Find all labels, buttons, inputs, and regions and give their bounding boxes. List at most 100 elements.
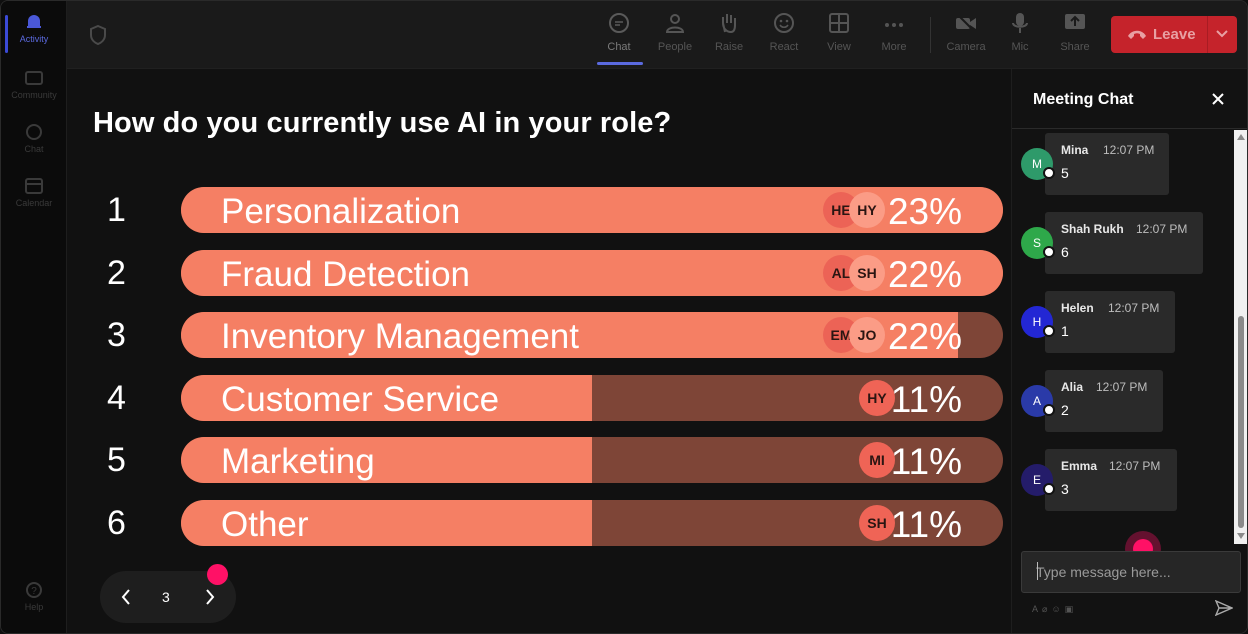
toolbar-mic-button[interactable]: Mic [996, 11, 1044, 53]
voter-avatar: HY [859, 379, 895, 416]
chat-scrollbar[interactable] [1234, 130, 1247, 544]
option-bar: Customer Service HY 11% [181, 374, 1003, 421]
toolbar-label: React [769, 41, 799, 53]
sender-name: Mina [1061, 143, 1089, 157]
send-icon[interactable] [1215, 600, 1233, 616]
message-text: 2 [1061, 402, 1069, 418]
chat-icon [609, 13, 629, 33]
camera-off-icon [956, 13, 976, 33]
chat-message: Mina 12:07 PM 5 M [1012, 133, 1232, 197]
bell-icon [27, 15, 41, 28]
message-text: 5 [1061, 165, 1069, 181]
poll-option-row: 5 Marketing MI 11% [67, 437, 1011, 483]
option-bar-fill [181, 374, 592, 421]
presence-status-icon [1043, 404, 1055, 416]
message-bubble: Shah Rukh 12:07 PM 6 [1045, 212, 1203, 274]
chat-message: Alia 12:07 PM 2 A [1012, 370, 1232, 434]
pointer-dot [207, 564, 228, 585]
chat-message: Helen 12:07 PM 1 H [1012, 291, 1232, 355]
emoji-icon[interactable]: ☺ [1051, 604, 1065, 614]
option-label: Marketing [221, 442, 375, 481]
voter-avatar: MI [859, 442, 895, 478]
rail-label: Community [11, 90, 57, 100]
sender-name: Alia [1061, 380, 1084, 394]
hand-icon [722, 14, 736, 34]
help-icon: ? [26, 582, 42, 598]
option-percent: 11% [890, 503, 962, 545]
chat-formatting-tools[interactable]: A⌀☺▣ [1032, 604, 1077, 615]
message-time: 12:07 PM [1109, 459, 1161, 473]
toolbar-label: Raise [714, 41, 744, 53]
option-percent: 11% [890, 378, 962, 420]
shield-icon[interactable] [89, 25, 107, 45]
leave-label: Leave [1153, 26, 1196, 43]
chat-header: Meeting Chat [1012, 69, 1247, 129]
option-bar: Fraud Detection AL SH 22% [181, 249, 1003, 296]
poll-option-row: 4 Customer Service HY 11% [67, 374, 1011, 421]
toolbar-view-button[interactable]: View [815, 11, 863, 53]
attach-icon[interactable]: ⌀ [1042, 604, 1052, 614]
app-rail: Activity Community Chat Calendar ? Help [1, 1, 67, 633]
presence-status-icon [1043, 483, 1055, 495]
people-icon [665, 14, 685, 33]
poll-question: How do you currently use AI in your role… [93, 107, 672, 139]
presence-status-icon [1043, 246, 1055, 258]
rail-item-chat[interactable]: Chat [1, 123, 67, 154]
sender-name: Emma [1061, 459, 1098, 473]
option-bar: Marketing MI 11% [181, 437, 1003, 483]
toolbar-camera-button[interactable]: Camera [942, 11, 990, 53]
option-label: Other [221, 504, 309, 544]
share-icon [1065, 14, 1085, 29]
close-icon[interactable] [1211, 92, 1225, 106]
community-icon [25, 71, 43, 85]
toolbar-people-button[interactable]: People [651, 11, 699, 53]
toolbar-more-button[interactable]: More [870, 11, 918, 53]
poll-option-row: 2 Fraud Detection AL SH 22% [67, 249, 1011, 296]
poll-option-row: 6 Other SH 11% [67, 499, 1011, 546]
toolbar-chat-button[interactable]: Chat [595, 11, 643, 65]
voter-avatar: SH [849, 254, 885, 291]
toolbar-raise-button[interactable]: Raise [705, 11, 753, 53]
message-text: 6 [1061, 244, 1069, 260]
presence-status-icon [1043, 325, 1055, 337]
chat-message-input[interactable] [1021, 551, 1241, 593]
rail-label: Activity [19, 34, 49, 44]
toolbar-label: View [827, 41, 851, 53]
option-percent: 23% [887, 191, 962, 232]
message-time: 12:07 PM [1103, 143, 1155, 157]
meeting-toolbar: Chat People Raise React View More Camera [67, 1, 1247, 69]
rail-item-help[interactable]: ? Help [1, 581, 67, 612]
option-bar-fill [181, 499, 592, 546]
option-bar: Inventory Management EM JO 22% [181, 312, 1003, 358]
scroll-down-arrow-icon[interactable] [1237, 533, 1245, 539]
gif-icon[interactable]: ▣ [1064, 604, 1078, 614]
voter-avatar: JO [849, 317, 885, 353]
option-label: Customer Service [221, 379, 500, 419]
option-percent: 22% [887, 253, 962, 295]
option-label: Personalization [221, 192, 461, 231]
message-bubble: Alia 12:07 PM 2 [1045, 370, 1163, 432]
toolbar-react-button[interactable]: React [760, 11, 808, 53]
format-icon[interactable]: A [1032, 604, 1043, 614]
text-caret [1037, 562, 1038, 580]
rail-item-community[interactable]: Community [1, 69, 67, 100]
message-bubble: Helen 12:07 PM 1 [1045, 291, 1175, 353]
toolbar-label: More [881, 41, 907, 53]
leave-button[interactable]: Leave [1111, 16, 1237, 53]
scrollbar-thumb[interactable] [1238, 316, 1244, 528]
sender-name: Helen [1061, 301, 1094, 315]
option-rank: 5 [107, 441, 126, 479]
toolbar-share-button[interactable]: Share [1051, 11, 1099, 53]
scroll-up-arrow-icon[interactable] [1237, 134, 1245, 140]
message-time: 12:07 PM [1108, 301, 1160, 315]
rail-item-calendar[interactable]: Calendar [1, 177, 67, 208]
rail-item-activity[interactable]: Activity [1, 13, 67, 53]
chevron-left-icon[interactable] [120, 588, 132, 606]
message-time: 12:07 PM [1136, 222, 1188, 236]
chevron-down-icon[interactable] [1215, 29, 1229, 39]
toolbar-label: Camera [946, 41, 986, 53]
chevron-right-icon[interactable] [204, 588, 216, 606]
voter-avatar: HY [849, 192, 885, 228]
option-percent: 22% [887, 316, 962, 357]
message-text: 1 [1061, 323, 1069, 339]
